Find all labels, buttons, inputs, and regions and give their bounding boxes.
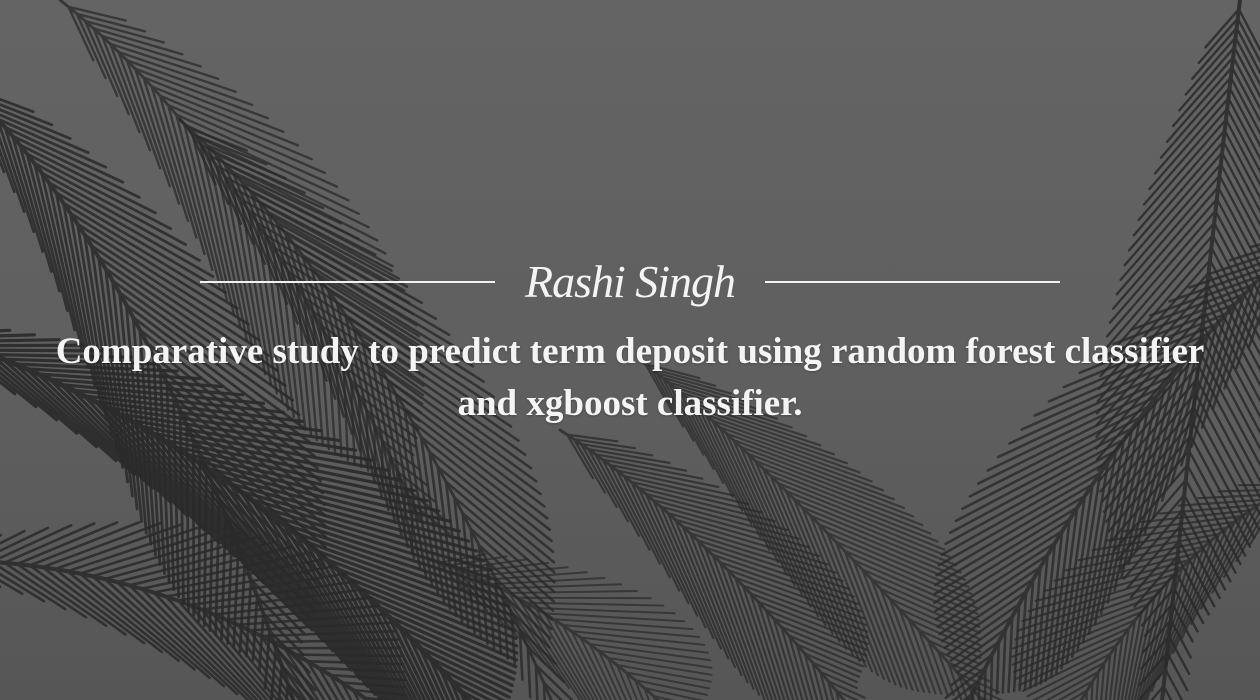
author-name: Rashi Singh xyxy=(524,256,736,307)
slide-title: Comparative study to predict term deposi… xyxy=(55,331,1205,424)
author-byline: Rashi Singh xyxy=(200,250,1060,314)
left-divider xyxy=(200,281,495,283)
right-divider xyxy=(765,281,1060,283)
